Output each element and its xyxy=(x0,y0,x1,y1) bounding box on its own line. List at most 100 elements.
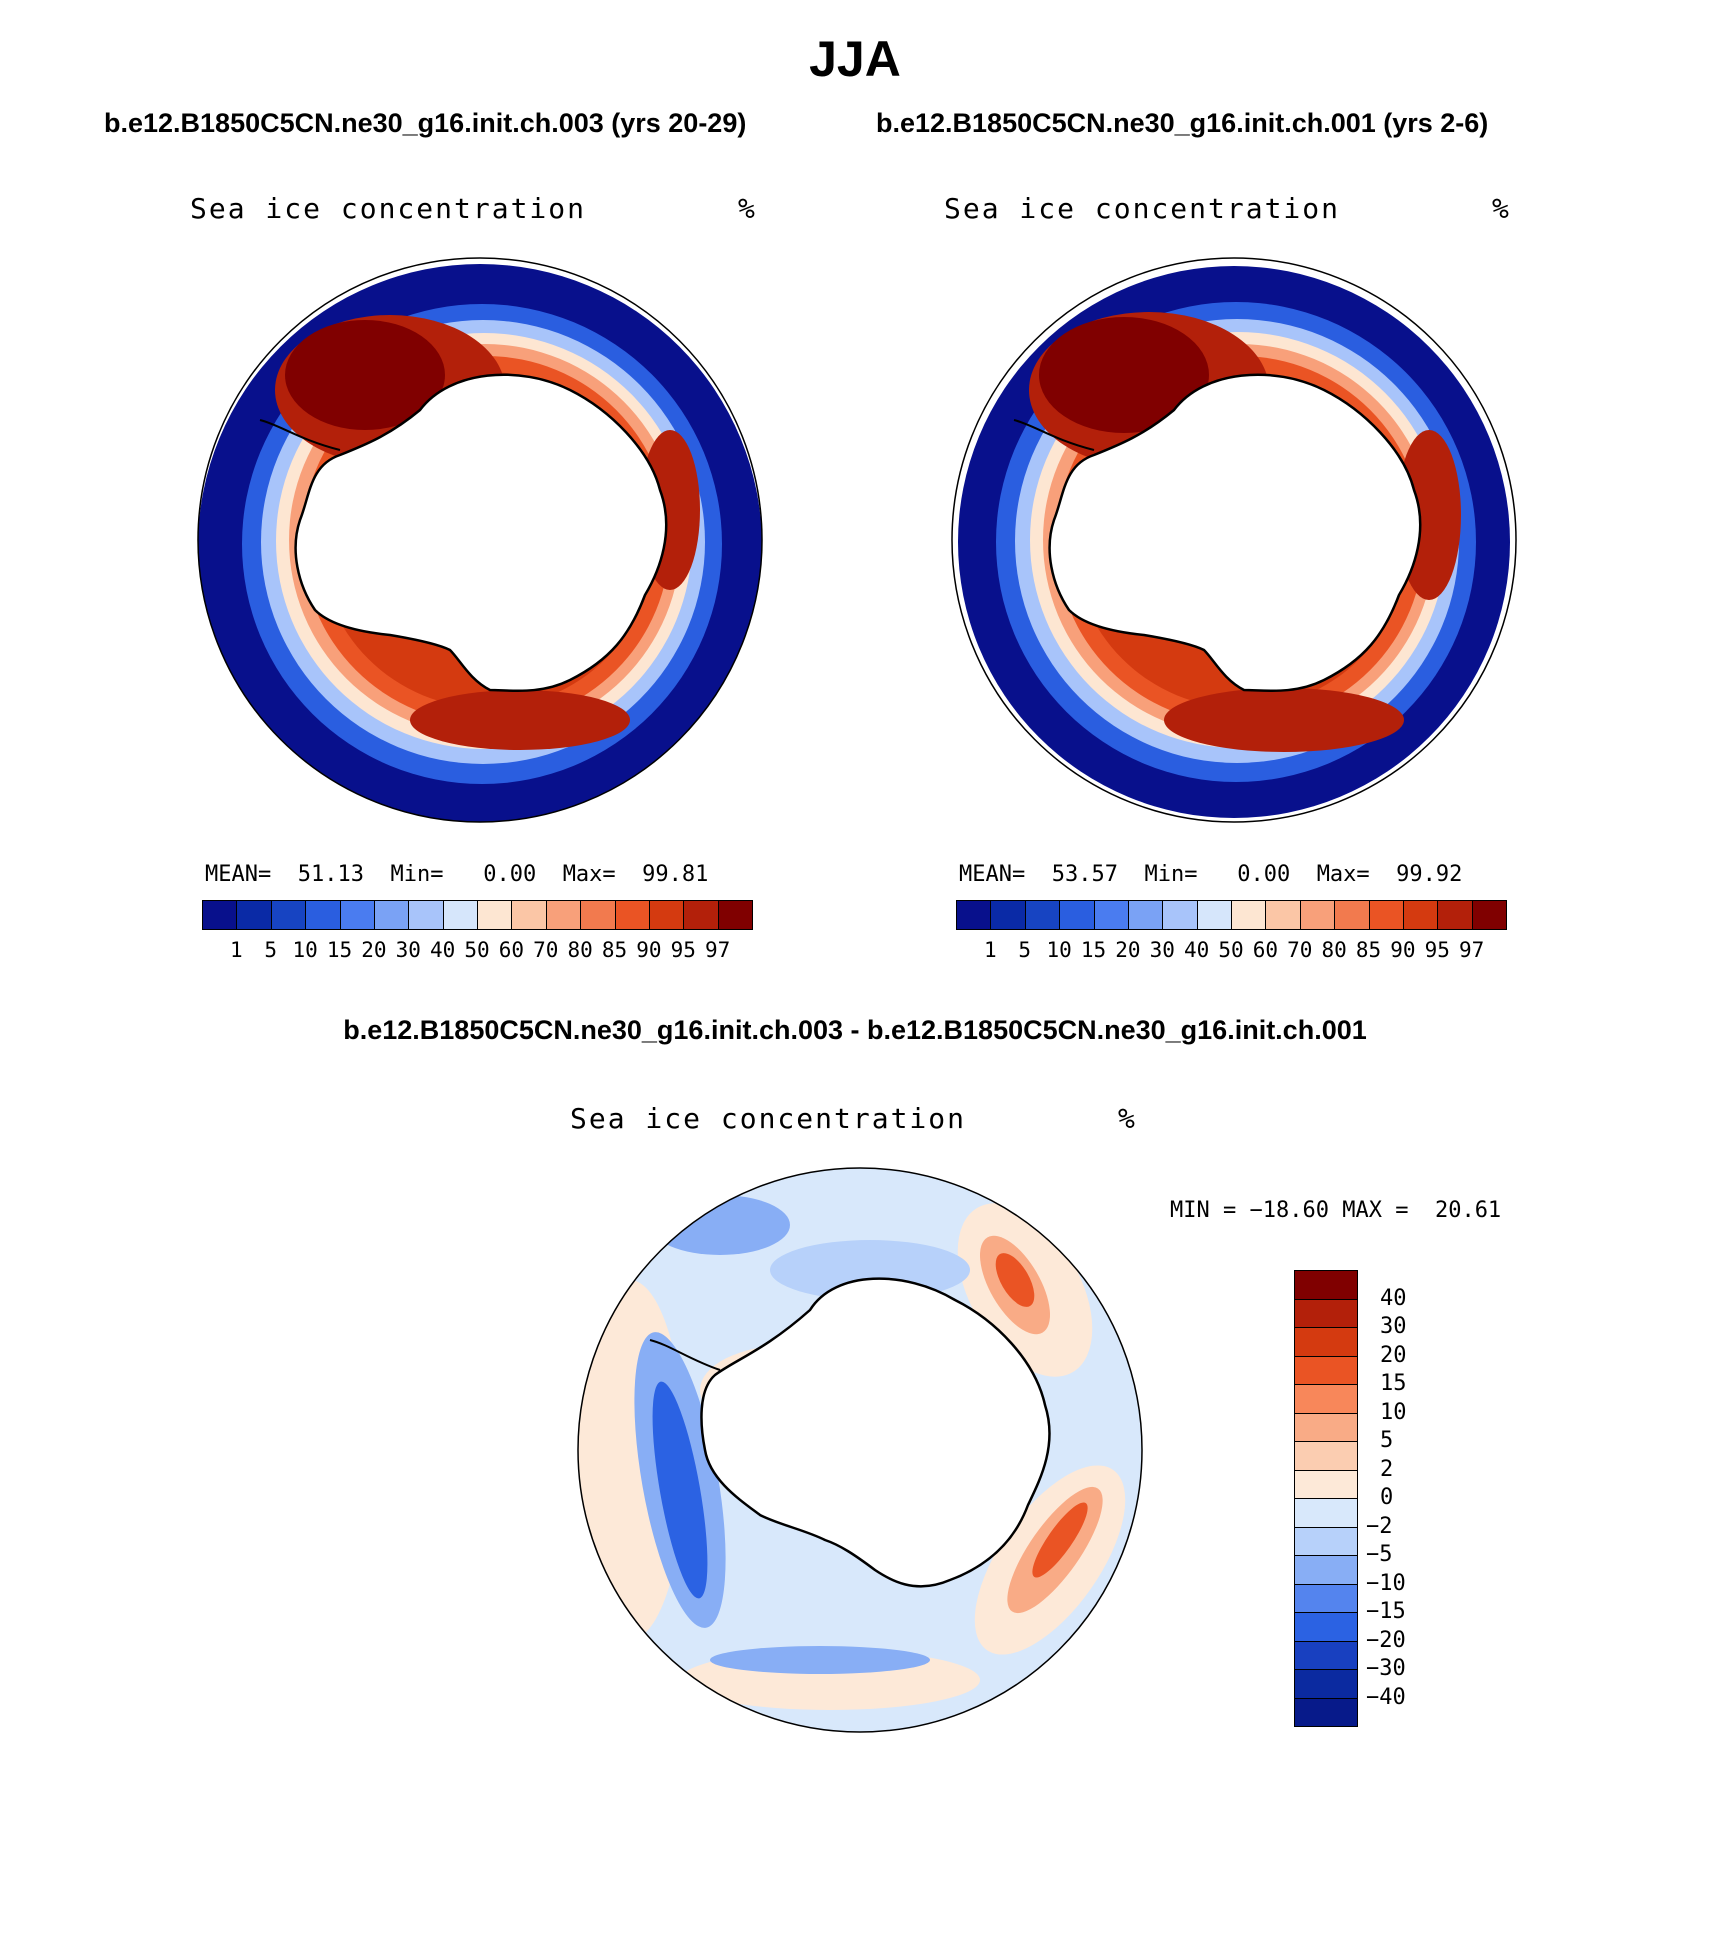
diff-colorbar-tick: 2 xyxy=(1380,1456,1394,1482)
panel2-colorbar-cell xyxy=(1265,900,1301,930)
diff-colorbar-tick: −30 xyxy=(1366,1656,1406,1681)
panel2-colorbar-tick: 80 xyxy=(1321,938,1347,962)
panel2-mean-value: 53.57 xyxy=(1051,862,1118,887)
panel2-colorbar-cell xyxy=(1059,900,1095,930)
panel1-colorbar-tick: 70 xyxy=(533,938,559,962)
panel1-colorbar-cell xyxy=(373,900,410,930)
panel1-min-value: 0.00 xyxy=(483,862,537,887)
right-case-title: b.e12.B1850C5CN.ne30_g16.init.ch.001 (yr… xyxy=(876,108,1489,138)
diff-colorbar-tick: 40 xyxy=(1380,1285,1407,1311)
panel1-colorbar-tick: 30 xyxy=(395,938,421,962)
panel2-colorbar-cell xyxy=(1093,900,1129,930)
panel2-mean-label: MEAN= xyxy=(959,862,1026,887)
panel1-colorbar-cell xyxy=(717,900,753,930)
diff-colorbar-tick: −5 xyxy=(1366,1542,1393,1567)
panel2-max-label: Max= xyxy=(1316,862,1370,887)
diff-colorbar-cell xyxy=(1294,1583,1358,1613)
panel1-polar-map xyxy=(197,257,763,823)
panel1-colorbar-tick: 85 xyxy=(601,938,628,962)
diff-min-value: −18.60 xyxy=(1249,1198,1329,1223)
diff-colorbar-cell xyxy=(1294,1612,1358,1642)
panel2-variable-label: Sea ice concentration xyxy=(944,192,1341,225)
panel1-max-label: Max= xyxy=(562,862,616,887)
panel2-colorbar-cell xyxy=(1368,900,1404,930)
diff-colorbar-cell xyxy=(1294,1526,1358,1556)
panel2-colorbar-cell xyxy=(1231,900,1267,930)
diff-colorbar-tick: −15 xyxy=(1366,1599,1406,1624)
diff-colorbar-cell xyxy=(1294,1298,1358,1328)
panel2-colorbar-cell xyxy=(1334,900,1370,930)
difference-polar-map xyxy=(577,1167,1143,1733)
panel2-polar-map xyxy=(951,257,1517,823)
diff-colorbar-cell xyxy=(1294,1498,1358,1528)
panel2-colorbar-cell xyxy=(1299,900,1336,930)
panel1-colorbar-tick: 60 xyxy=(498,938,525,962)
diff-colorbar-cell xyxy=(1294,1412,1358,1442)
panel2-colorbar-tick: 90 xyxy=(1390,938,1416,962)
panel2-colorbar-tick: 85 xyxy=(1355,938,1382,962)
season-title: JJA xyxy=(809,31,901,87)
diff-colorbar-tick: −20 xyxy=(1366,1627,1406,1653)
panel2-min-value: 0.00 xyxy=(1237,862,1291,887)
diff-min-label: MIN = xyxy=(1170,1198,1237,1223)
panel1-mean-value: 51.13 xyxy=(297,862,364,887)
panel2-colorbar-tick: 15 xyxy=(1080,938,1107,962)
panel1-colorbar-tick: 20 xyxy=(361,938,387,962)
panel1-colorbar-tick: 97 xyxy=(704,938,731,962)
diff-colorbar-ticks: 40 30 20 15 10 5 2 0 −2 −5 −10 −15 −20 −30 −40 xyxy=(1366,1270,1446,1726)
diff-colorbar-tick: −2 xyxy=(1366,1513,1393,1539)
diff-colorbar-tick: 5 xyxy=(1380,1428,1394,1453)
diff-colorbar-tick: 20 xyxy=(1380,1342,1407,1368)
panel2-colorbar-tick: 50 xyxy=(1218,938,1244,962)
panel2-colorbar-cell xyxy=(1196,900,1232,930)
panel1-colorbar-tick: 5 xyxy=(264,938,278,962)
diff-colorbar-tick: 10 xyxy=(1380,1399,1407,1425)
panel1-colorbar-tick: 10 xyxy=(292,938,318,962)
panel2-colorbar-tick: 1 xyxy=(984,938,997,962)
panel1-colorbar-tick: 95 xyxy=(670,938,696,962)
diff-colorbar-tick: 0 xyxy=(1380,1485,1394,1510)
panel2-colorbar-cell xyxy=(1402,900,1439,930)
panel1-colorbar-tick: 80 xyxy=(567,938,593,962)
panel2-colorbar-cell xyxy=(956,900,992,930)
diff-colorbar-cell xyxy=(1294,1355,1358,1385)
panel2-colorbar-cell xyxy=(1024,900,1061,930)
panel1-stats: MEAN= 51.13 Min= 0.00 Max= 99.81 xyxy=(205,862,708,887)
diff-colorbar-cell xyxy=(1294,1270,1358,1300)
diff-max-value: 20.61 xyxy=(1434,1198,1502,1223)
panel1-colorbar-cell xyxy=(545,900,582,930)
panel2-colorbar-cell xyxy=(1162,900,1198,930)
panel2-colorbar-cell xyxy=(990,900,1026,930)
diff-minmax: MIN = −18.60 MAX = 20.61 xyxy=(1170,1198,1501,1223)
panel2-colorbar-tick: 70 xyxy=(1287,938,1313,962)
difference-title: b.e12.B1850C5CN.ne30_g16.init.ch.003 - b… xyxy=(343,1015,1367,1045)
diff-colorbar-tick: −40 xyxy=(1366,1684,1406,1710)
panel1-units-label: % xyxy=(738,192,755,225)
diff-colorbar-cell xyxy=(1294,1441,1358,1471)
panel2-colorbar-cell xyxy=(1437,900,1473,930)
panel2-colorbar-tick: 20 xyxy=(1115,938,1141,962)
panel2-colorbar-tick: 60 xyxy=(1252,938,1279,962)
panel1-colorbar-cell xyxy=(408,900,444,930)
panel2-colorbar-tick: 30 xyxy=(1149,938,1175,962)
panel2-units-label: % xyxy=(1492,192,1509,225)
diff-colorbar-cell xyxy=(1294,1384,1358,1414)
panel1-colorbar-tick: 1 xyxy=(230,938,243,962)
panel2-stats: MEAN= 53.57 Min= 0.00 Max= 99.92 xyxy=(959,862,1462,887)
panel2-colorbar-ticks: 1 5 10 15 20 30 40 50 60 70 80 85 90 95 97 xyxy=(956,938,1506,964)
panel2-colorbar-tick: 5 xyxy=(1018,938,1032,962)
diff-colorbar-cell xyxy=(1294,1327,1358,1357)
panel1-colorbar-cell xyxy=(339,900,375,930)
diff-max-label: MAX = xyxy=(1342,1198,1409,1223)
panel2-colorbar-cell xyxy=(1471,900,1507,930)
panel1-variable-label: Sea ice concentration xyxy=(190,192,587,225)
diff-colorbar-tick: 30 xyxy=(1380,1314,1407,1339)
panel1-colorbar-cell xyxy=(442,900,478,930)
diff-colorbar-cell xyxy=(1294,1555,1358,1585)
diff-variable-label: Sea ice concentration xyxy=(570,1102,967,1135)
panel2-colorbar-tick: 40 xyxy=(1183,938,1210,962)
panel1-colorbar xyxy=(202,900,753,930)
diff-colorbar-tick: −10 xyxy=(1366,1570,1406,1596)
panel1-min-label: Min= xyxy=(390,862,444,887)
panel1-colorbar-tick: 50 xyxy=(464,938,490,962)
